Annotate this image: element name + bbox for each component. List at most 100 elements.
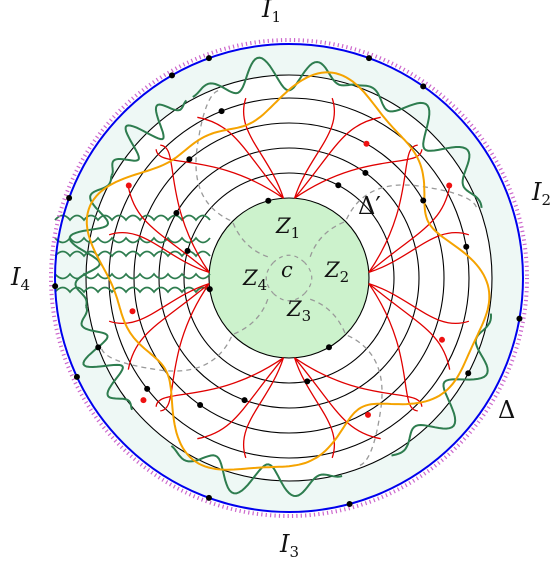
red-vertex-dot: [125, 182, 132, 189]
red-vertex-dot: [365, 411, 371, 418]
green-curve-1: [192, 56, 360, 98]
boundary-vertex-dot: [516, 315, 523, 322]
label-I4: I4: [10, 263, 30, 294]
outer-boundary-circle: [54, 43, 524, 513]
vertex-dot: [186, 156, 193, 163]
green-strand-4: [54, 272, 211, 280]
red-curve: [368, 186, 451, 273]
outer-dotted-band: [49, 38, 529, 518]
boundary-vertex-dot: [366, 55, 373, 62]
label-Z1: Z1: [275, 214, 300, 242]
red-curve: [108, 232, 210, 274]
green-strand-2: [54, 236, 211, 244]
red-curve: [294, 149, 423, 199]
center-dashed-1: [273, 254, 305, 263]
label-delta: Δ: [498, 396, 515, 424]
red-curve: [293, 357, 335, 459]
ring-6: [85, 74, 493, 482]
label-c: c: [281, 258, 293, 282]
vertex-dot: [420, 197, 427, 204]
label-Z3: Z3: [286, 297, 311, 325]
red-curve: [197, 357, 284, 440]
label-delta-prime: Δ′: [358, 192, 381, 220]
vertex-dot: [197, 401, 204, 408]
red-vertex-dot: [140, 397, 147, 404]
green-curve-7: [110, 99, 188, 177]
red-curve: [108, 282, 210, 324]
vertex-dot: [218, 108, 225, 115]
vertex-dot: [95, 344, 102, 351]
vertex-dot: [173, 210, 180, 216]
red-curve: [293, 97, 335, 199]
red-curve: [160, 283, 210, 412]
ring-1: [208, 197, 370, 359]
red-curve: [155, 357, 284, 407]
boundary-vertex-dot: [346, 501, 353, 508]
vertex-dot: [465, 370, 472, 377]
boundary-vertex-dot: [205, 494, 212, 501]
vertex-dot: [184, 247, 191, 254]
red-curve: [160, 144, 210, 273]
center-dashed-2: [304, 262, 313, 294]
green-curve-2: [359, 84, 483, 209]
dashed-curve-2: [309, 298, 383, 467]
vertex-dot: [265, 197, 272, 204]
label-Z4: Z4: [242, 266, 267, 294]
boundary-vertex-dot: [169, 72, 175, 79]
dashed-curves: [100, 89, 478, 467]
concentric-rings: [85, 74, 493, 482]
red-group-1: [155, 97, 423, 199]
boundary-vertex-dot: [420, 83, 427, 90]
green-strand-5: [54, 286, 211, 294]
red-vertex-dot: [363, 140, 370, 147]
vertex-dot: [463, 243, 470, 250]
red-curve: [294, 116, 381, 199]
red-curve: [243, 357, 285, 459]
vertex-dot: [241, 397, 248, 404]
center-dashed-3: [273, 293, 305, 302]
red-vertex-dot: [446, 182, 453, 189]
dashed-curve-4: [195, 89, 269, 258]
outer-boundary: [49, 38, 529, 518]
red-curve: [368, 283, 418, 412]
ring-2: [183, 172, 395, 384]
vertex-dot: [362, 169, 369, 176]
green-curve-4: [170, 445, 343, 498]
dashed-curve-3: [100, 298, 269, 372]
red-curve: [368, 283, 451, 370]
red-curves: [108, 97, 470, 459]
label-I3: I3: [279, 530, 299, 561]
green-curve-5: [80, 306, 133, 411]
center-region-fill: [209, 198, 369, 358]
vertex-dot: [326, 344, 332, 351]
center-dashed-4: [265, 262, 274, 294]
red-group-4: [108, 144, 210, 412]
boundary-vertex-dot: [205, 55, 212, 62]
boundary-vertex-dot: [66, 194, 73, 201]
red-vertex-dot: [129, 308, 136, 315]
red-curve: [197, 116, 284, 199]
vertex-dot: [206, 286, 213, 293]
red-curve: [243, 97, 285, 199]
dashed-curve-1: [309, 184, 478, 258]
red-curve: [294, 357, 423, 407]
green-strand-3: [54, 250, 211, 258]
boundary-vertex-dot: [52, 283, 59, 290]
red-curve: [155, 149, 284, 199]
red-vertex-dot: [438, 336, 445, 343]
label-I2: I2: [531, 178, 551, 209]
vertices: [52, 55, 523, 508]
boundary-vertex-dot: [73, 373, 80, 380]
red-curve: [368, 232, 470, 274]
vertex-dot: [304, 378, 311, 385]
label-Z2: Z2: [324, 258, 349, 286]
vertex-dot: [144, 385, 151, 392]
red-curve: [127, 186, 210, 273]
red-curve: [127, 283, 210, 370]
red-curve: [368, 282, 470, 324]
vertex-dot: [335, 182, 342, 189]
label-I1: I1: [261, 0, 281, 26]
red-curve: [294, 357, 381, 440]
green-curve-6: [68, 175, 113, 307]
